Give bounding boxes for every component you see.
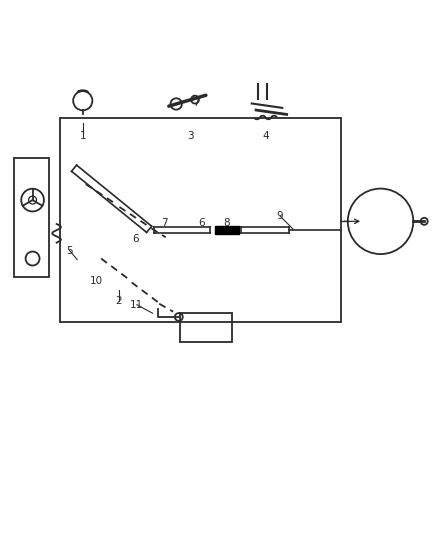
Text: 6: 6 xyxy=(132,234,138,244)
Text: 9: 9 xyxy=(277,211,283,221)
Text: 3: 3 xyxy=(187,131,194,141)
Text: 8: 8 xyxy=(223,218,230,228)
Bar xyxy=(215,227,239,235)
Text: 6: 6 xyxy=(198,218,205,228)
Bar xyxy=(60,118,341,322)
Text: 11: 11 xyxy=(130,300,144,310)
Text: 1: 1 xyxy=(79,131,86,141)
Bar xyxy=(14,158,49,277)
Text: 7: 7 xyxy=(161,218,168,228)
Text: 5: 5 xyxy=(67,246,73,255)
Text: 2: 2 xyxy=(115,296,122,306)
Text: 10: 10 xyxy=(89,276,102,286)
Bar xyxy=(180,313,232,343)
Text: 4: 4 xyxy=(263,131,269,141)
